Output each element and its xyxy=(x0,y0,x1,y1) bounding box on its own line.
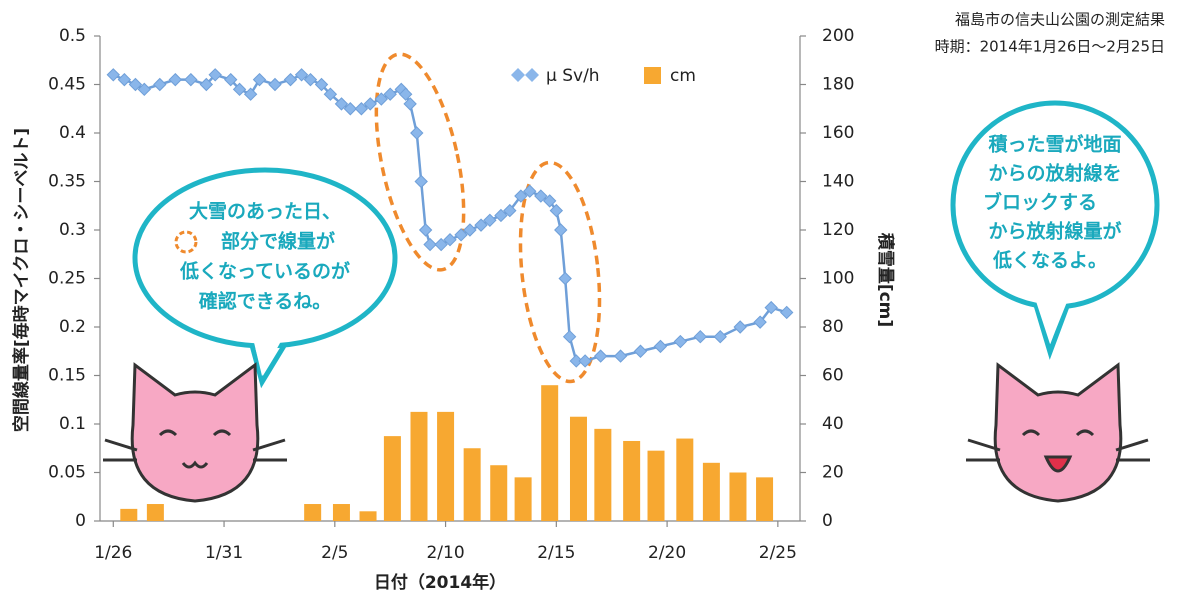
chart: 0 0.05 0.1 0.15 0.2 0.25 0.3 0.35 0.4 0.45 0.5 0 20 4… xyxy=(0,0,1181,599)
y2-axis-title: 積雪量[cm] xyxy=(875,233,896,327)
y-tick-label: 0.5 xyxy=(59,26,86,46)
bar xyxy=(541,385,558,521)
x-axis-title: 日付（2014年） xyxy=(374,572,506,593)
line-marker xyxy=(154,79,166,91)
bubble-text: 部分で線量が xyxy=(221,230,335,253)
bar xyxy=(147,504,164,521)
bar xyxy=(120,509,137,521)
bar xyxy=(464,448,481,521)
bar xyxy=(594,429,611,521)
bubble-text: ブロックする xyxy=(983,191,1097,214)
line-marker xyxy=(285,74,297,86)
y-tick-label: 0.3 xyxy=(59,220,86,240)
y-tick-label: 0.4 xyxy=(59,123,86,143)
bar xyxy=(648,451,665,521)
legend-marker xyxy=(644,67,661,84)
y2-tick-label: 140 xyxy=(822,172,854,192)
bubble-text: から放射線量が xyxy=(988,220,1121,243)
y2-tick-label: 80 xyxy=(822,317,844,337)
legend-marker xyxy=(525,68,539,82)
line-marker xyxy=(107,69,119,81)
line-marker xyxy=(185,74,197,86)
line-marker xyxy=(615,350,627,362)
legend-marker xyxy=(511,68,525,82)
line-marker xyxy=(118,74,130,86)
bubble-text: 低くなっているのが xyxy=(179,260,350,283)
y-tick-label: 0.1 xyxy=(59,414,86,434)
x-tick-label: 2/5 xyxy=(321,543,348,563)
note: 時期：2014年1月26日～2月25日 xyxy=(935,38,1165,56)
bar xyxy=(623,441,640,521)
line-marker xyxy=(781,306,793,318)
y2-tick-label: 200 xyxy=(822,26,854,46)
bubble-text: 低くなるよ。 xyxy=(992,249,1107,272)
line-marker xyxy=(635,345,647,357)
y-tick-label: 0.15 xyxy=(48,366,86,386)
line-marker xyxy=(564,331,576,343)
y2-tick-label: 100 xyxy=(822,269,854,289)
bar xyxy=(384,436,401,521)
line-marker xyxy=(420,224,432,236)
y2-tick-label: 60 xyxy=(822,366,844,386)
x-tick-label: 1/31 xyxy=(205,543,243,563)
bubble-text: からの放射線を xyxy=(988,162,1121,185)
y2-tick-label: 180 xyxy=(822,75,854,95)
bubble-text: 大雪のあった日、 xyxy=(189,200,341,223)
line-marker xyxy=(245,88,257,100)
bubble-text: 積った雪が地面 xyxy=(988,133,1121,156)
line-marker xyxy=(595,350,607,362)
legend-label: cm xyxy=(670,66,696,86)
line-marker xyxy=(734,321,746,333)
line-marker xyxy=(714,331,726,343)
note: 福島市の信夫山公園の測定結果 xyxy=(955,11,1165,29)
bar xyxy=(437,412,454,521)
line-marker xyxy=(654,340,666,352)
line-marker xyxy=(424,239,436,251)
x-tick-label: 1/26 xyxy=(94,543,132,563)
y2-tick-label: 40 xyxy=(822,414,844,434)
x-tick-label: 2/25 xyxy=(759,543,797,563)
y-tick-label: 0.05 xyxy=(48,463,86,483)
bar xyxy=(410,412,427,521)
bar xyxy=(490,465,507,521)
bar xyxy=(729,473,746,522)
y-tick-label: 0.25 xyxy=(48,269,86,289)
y-tick-label: 0.45 xyxy=(48,75,86,95)
x-tick-label: 2/10 xyxy=(426,543,464,563)
x-tick-label: 2/15 xyxy=(537,543,575,563)
line-marker xyxy=(411,127,423,139)
legend-label: μ Sv/h xyxy=(546,66,600,86)
y-tick-label: 0.2 xyxy=(59,317,86,337)
x-tick-label: 2/20 xyxy=(648,543,686,563)
bar xyxy=(515,477,532,521)
y-axis-title: 空間線量率[毎時マイクロ・シーベルト] xyxy=(11,128,32,432)
bar xyxy=(304,504,321,521)
bubble-text: 確認できるね。 xyxy=(199,290,332,313)
y-tick-label: 0 xyxy=(75,511,86,531)
bar xyxy=(360,511,377,521)
bar xyxy=(703,463,720,521)
y2-tick-label: 20 xyxy=(822,463,844,483)
line-marker xyxy=(555,224,567,236)
line-marker xyxy=(253,74,265,86)
bar xyxy=(570,417,587,521)
cat-illustration xyxy=(103,365,287,501)
bar xyxy=(333,504,350,521)
y2-tick-label: 160 xyxy=(822,123,854,143)
line-marker xyxy=(269,79,281,91)
bar xyxy=(756,477,773,521)
y2-tick-label: 120 xyxy=(822,220,854,240)
cat-illustration xyxy=(966,365,1150,501)
y2-tick-label: 0 xyxy=(822,511,833,531)
line-marker xyxy=(559,273,571,285)
line-marker xyxy=(694,331,706,343)
y-tick-label: 0.35 xyxy=(48,172,86,192)
line-marker xyxy=(169,74,181,86)
line-marker xyxy=(415,176,427,188)
line-marker xyxy=(674,336,686,348)
bar xyxy=(676,439,693,521)
